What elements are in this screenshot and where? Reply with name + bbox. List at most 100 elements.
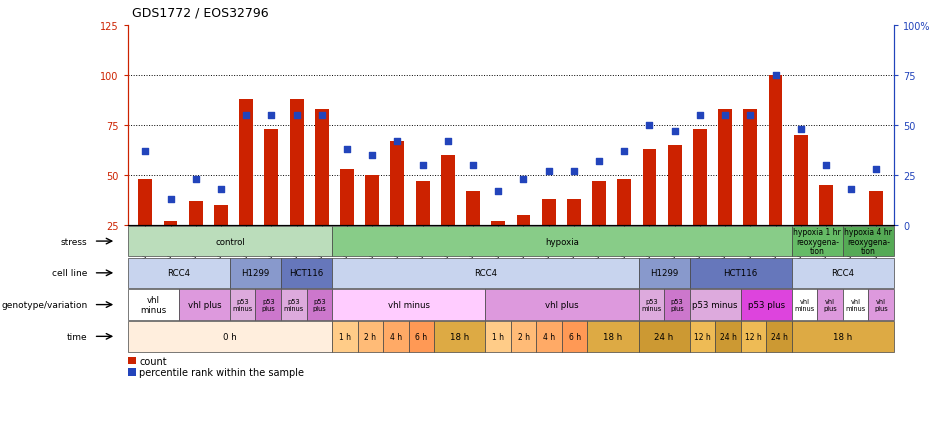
- Point: [818, 162, 833, 169]
- Text: vhl
minus: vhl minus: [846, 299, 866, 311]
- Bar: [639, 289, 664, 320]
- Bar: [587, 321, 639, 352]
- Text: HCT116: HCT116: [289, 269, 324, 278]
- Point: [163, 196, 178, 203]
- Bar: [255, 289, 281, 320]
- Bar: [189, 202, 202, 226]
- Point: [667, 128, 682, 135]
- Text: p53
minus: p53 minus: [233, 299, 253, 311]
- Bar: [441, 156, 455, 226]
- Text: 18 h: 18 h: [833, 332, 852, 341]
- Text: 12 h: 12 h: [694, 332, 710, 341]
- Bar: [844, 226, 858, 232]
- Text: 0 h: 0 h: [223, 332, 236, 341]
- Bar: [289, 100, 304, 226]
- Text: p53
minus: p53 minus: [284, 299, 304, 311]
- Point: [567, 168, 582, 175]
- Text: p53
plus: p53 plus: [261, 299, 275, 311]
- Bar: [358, 321, 383, 352]
- Bar: [690, 258, 792, 289]
- Bar: [668, 146, 682, 226]
- Bar: [332, 321, 358, 352]
- Bar: [332, 289, 485, 320]
- Point: [188, 176, 203, 183]
- Bar: [690, 289, 741, 320]
- Bar: [664, 289, 690, 320]
- Text: 24 h: 24 h: [655, 332, 674, 341]
- Text: vhl
plus: vhl plus: [823, 299, 837, 311]
- Bar: [618, 180, 631, 226]
- Bar: [639, 321, 690, 352]
- Text: cell line: cell line: [52, 269, 87, 278]
- Text: RCC4: RCC4: [832, 269, 854, 278]
- Bar: [164, 222, 178, 226]
- Text: H1299: H1299: [650, 269, 678, 278]
- Text: p53
minus: p53 minus: [641, 299, 661, 311]
- Text: percentile rank within the sample: percentile rank within the sample: [139, 367, 305, 377]
- Bar: [340, 170, 354, 226]
- Point: [314, 112, 329, 119]
- Bar: [434, 321, 485, 352]
- Bar: [792, 289, 817, 320]
- Bar: [792, 258, 894, 289]
- Text: vhl plus: vhl plus: [187, 300, 221, 309]
- Text: vhl minus: vhl minus: [388, 300, 429, 309]
- Bar: [766, 321, 792, 352]
- Bar: [365, 176, 379, 226]
- Text: 2 h: 2 h: [364, 332, 377, 341]
- Point: [793, 126, 808, 133]
- Bar: [239, 100, 254, 226]
- Point: [138, 148, 153, 155]
- Point: [692, 112, 708, 119]
- Text: vhl
plus: vhl plus: [874, 299, 888, 311]
- Text: p53
plus: p53 plus: [312, 299, 326, 311]
- Bar: [128, 321, 332, 352]
- Bar: [332, 258, 639, 289]
- Bar: [843, 226, 894, 257]
- Bar: [281, 258, 332, 289]
- Text: hypoxia 1 hr
reoxygena-
tion: hypoxia 1 hr reoxygena- tion: [794, 227, 841, 256]
- Bar: [639, 258, 690, 289]
- Text: 6 h: 6 h: [569, 332, 581, 341]
- Text: 4 h: 4 h: [543, 332, 555, 341]
- Bar: [383, 321, 409, 352]
- Bar: [391, 142, 404, 226]
- Bar: [485, 321, 511, 352]
- Point: [364, 152, 379, 159]
- Text: RCC4: RCC4: [474, 269, 497, 278]
- Point: [440, 138, 455, 145]
- Bar: [128, 258, 230, 289]
- Bar: [179, 289, 230, 320]
- Text: p53
plus: p53 plus: [670, 299, 684, 311]
- Bar: [817, 289, 843, 320]
- Bar: [230, 258, 281, 289]
- Bar: [562, 321, 587, 352]
- Text: 18 h: 18 h: [450, 332, 469, 341]
- Bar: [281, 289, 307, 320]
- Point: [289, 112, 305, 119]
- Bar: [485, 289, 639, 320]
- Point: [541, 168, 556, 175]
- Bar: [718, 110, 732, 226]
- Bar: [128, 226, 332, 257]
- Text: control: control: [215, 237, 245, 246]
- Point: [642, 122, 657, 129]
- Bar: [843, 289, 868, 320]
- Bar: [741, 289, 792, 320]
- Point: [491, 188, 506, 195]
- Bar: [128, 357, 136, 365]
- Text: stress: stress: [61, 237, 87, 246]
- Text: RCC4: RCC4: [167, 269, 190, 278]
- Point: [768, 72, 783, 79]
- Point: [743, 112, 758, 119]
- Bar: [128, 368, 136, 376]
- Text: p53 plus: p53 plus: [747, 300, 785, 309]
- Text: vhl
minus: vhl minus: [140, 296, 166, 314]
- Bar: [138, 180, 152, 226]
- Bar: [792, 321, 894, 352]
- Text: vhl
minus: vhl minus: [795, 299, 815, 311]
- Bar: [794, 136, 808, 226]
- Bar: [868, 289, 894, 320]
- Bar: [744, 110, 757, 226]
- Text: time: time: [67, 332, 87, 341]
